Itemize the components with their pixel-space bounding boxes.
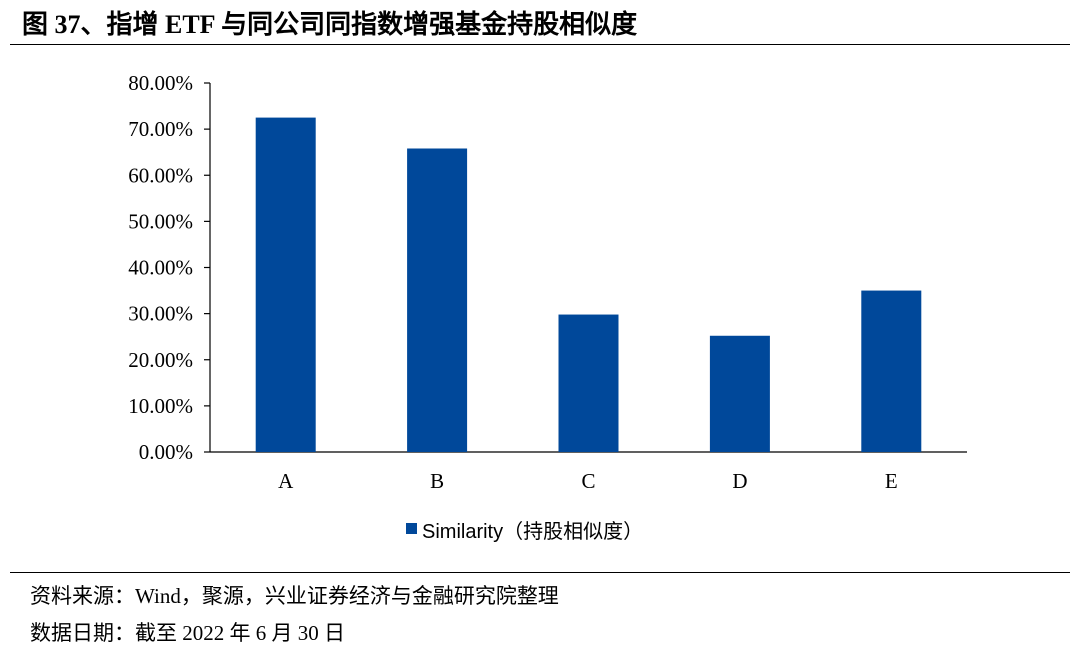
x-tick-label: A xyxy=(278,469,294,493)
footer-divider xyxy=(10,572,1070,573)
y-tick-label: 20.00% xyxy=(128,348,193,372)
y-tick-label: 30.00% xyxy=(128,302,193,326)
bar-chart: 0.00% 10.00% 20.00% 30.00% 40.00% 50.00% 60.00… xyxy=(128,71,967,543)
x-tick-label: D xyxy=(732,469,747,493)
bar-e xyxy=(861,290,922,452)
legend-label: Similarity（持股相似度） xyxy=(422,520,643,543)
title-divider xyxy=(10,44,1070,45)
y-tick-label: 70.00% xyxy=(128,117,193,141)
bar-series xyxy=(255,117,922,452)
y-tick-label: 60.00% xyxy=(128,163,193,187)
x-tick-label: C xyxy=(581,469,595,493)
date-note: 数据日期：截至 2022 年 6 月 30 日 xyxy=(30,621,345,645)
x-tick-label: B xyxy=(430,469,444,493)
x-axis: A B C D E xyxy=(210,451,967,493)
y-tick-label: 0.00% xyxy=(139,440,193,464)
figure-title: 图 37、指增 ETF 与同公司同指数增强基金持股相似度 xyxy=(22,10,638,39)
y-tick-label: 50.00% xyxy=(128,209,193,233)
source-note: 资料来源：Wind，聚源，兴业证券经济与金融研究院整理 xyxy=(30,584,559,608)
y-tick-label: 10.00% xyxy=(128,394,193,418)
legend-swatch xyxy=(406,523,417,534)
y-axis: 0.00% 10.00% 20.00% 30.00% 40.00% 50.00% 60.00… xyxy=(128,71,211,464)
bar-a xyxy=(255,117,316,452)
y-tick-label: 80.00% xyxy=(128,71,193,95)
y-tick-label: 40.00% xyxy=(128,256,193,280)
x-tick-label: E xyxy=(885,469,898,493)
legend: Similarity（持股相似度） xyxy=(406,520,643,543)
bar-d xyxy=(709,335,770,452)
bar-b xyxy=(407,148,468,452)
bar-c xyxy=(558,314,619,452)
